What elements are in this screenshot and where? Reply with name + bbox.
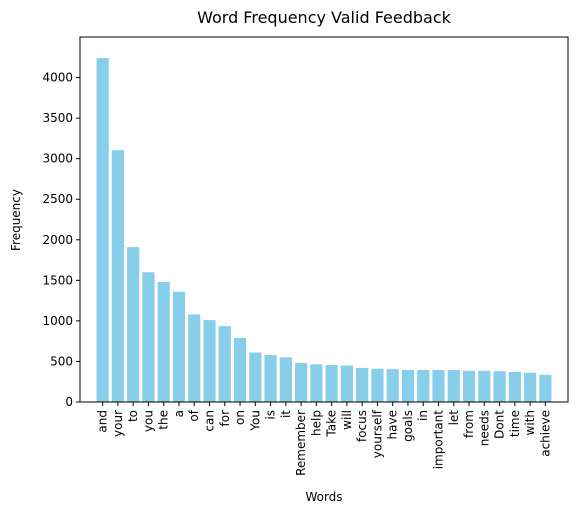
bar-achieve	[539, 374, 552, 402]
plot-frame	[79, 36, 569, 403]
bars	[96, 58, 552, 402]
x-axis: and your to you the a of can for on You is it Remembe…	[96, 402, 552, 476]
bar-and	[96, 58, 109, 402]
bar-to	[127, 247, 140, 402]
x-tick-label: it	[279, 410, 293, 418]
bar-goals	[401, 369, 415, 402]
x-tick-label: Take	[325, 410, 339, 438]
bar-for	[218, 326, 231, 402]
bar-in	[417, 369, 430, 402]
x-tick-label: is	[264, 410, 278, 420]
x-axis-label: Words	[305, 490, 342, 504]
x-tick-label: Remember	[294, 410, 308, 476]
x-tick-label: on	[233, 410, 247, 425]
x-tick-label: you	[141, 410, 155, 432]
y-tick-label: 500	[50, 354, 73, 368]
bar-you	[249, 352, 262, 402]
x-tick-label: have	[386, 410, 400, 439]
bar-on	[233, 337, 247, 402]
y-axis: 0 500 1000 1500 2000 2500 3000 3500 4000	[42, 71, 80, 409]
x-tick-label: help	[309, 410, 323, 436]
bar-from	[462, 370, 476, 402]
x-tick-label: will	[340, 410, 354, 430]
bar-focus	[356, 367, 369, 402]
y-tick-label: 0	[65, 395, 73, 409]
bar-a	[172, 291, 186, 402]
x-tick-label: achieve	[538, 410, 552, 457]
bar-let	[447, 369, 460, 402]
x-tick-label: with	[523, 410, 537, 435]
x-tick-label: to	[126, 410, 140, 422]
x-tick-label: of	[187, 409, 201, 421]
bar-yourself	[371, 368, 384, 402]
y-tick-label: 1500	[42, 273, 73, 287]
y-tick-label: 2000	[42, 233, 73, 247]
x-tick-label: the	[157, 410, 171, 430]
bar-is	[264, 354, 277, 402]
x-tick-label: let	[447, 410, 461, 426]
x-tick-label: from	[462, 410, 476, 438]
x-tick-label: important	[432, 410, 446, 470]
bar-remember	[294, 363, 308, 402]
bar-needs	[478, 370, 491, 402]
bar-dont	[493, 371, 506, 402]
bar-can	[203, 320, 216, 402]
bar-will	[340, 365, 354, 402]
x-tick-label: goals	[401, 410, 415, 442]
x-tick-label: can	[203, 410, 217, 432]
x-tick-label: your	[111, 410, 125, 437]
bar-help	[310, 364, 323, 402]
bar-take	[325, 365, 338, 402]
x-tick-label: time	[508, 410, 522, 437]
x-tick-label: Dont	[493, 410, 507, 439]
bar-you	[142, 272, 155, 402]
y-tick-label: 3500	[42, 111, 73, 125]
bar-your	[111, 150, 125, 402]
y-tick-label: 3000	[42, 152, 73, 166]
y-axis-label: Frequency	[9, 189, 23, 251]
bar-important	[432, 369, 445, 402]
x-tick-label: focus	[355, 410, 369, 442]
bar-with	[523, 372, 537, 402]
x-tick-label: in	[416, 410, 430, 421]
x-tick-label: and	[96, 410, 110, 433]
x-tick-label: You	[248, 410, 262, 432]
bar-have	[386, 369, 399, 402]
bar-the	[157, 281, 170, 402]
bar-time	[508, 371, 521, 402]
x-tick-label: needs	[477, 410, 491, 446]
y-tick-label: 4000	[42, 71, 73, 85]
y-tick-label: 1000	[42, 314, 73, 328]
bar-it	[279, 357, 292, 402]
y-tick-label: 2500	[42, 192, 73, 206]
x-tick-label: yourself	[370, 409, 384, 458]
bar-of	[188, 314, 201, 402]
x-tick-label: for	[218, 410, 232, 427]
x-tick-label: a	[172, 410, 186, 417]
chart-title: Word Frequency Valid Feedback	[197, 8, 452, 27]
